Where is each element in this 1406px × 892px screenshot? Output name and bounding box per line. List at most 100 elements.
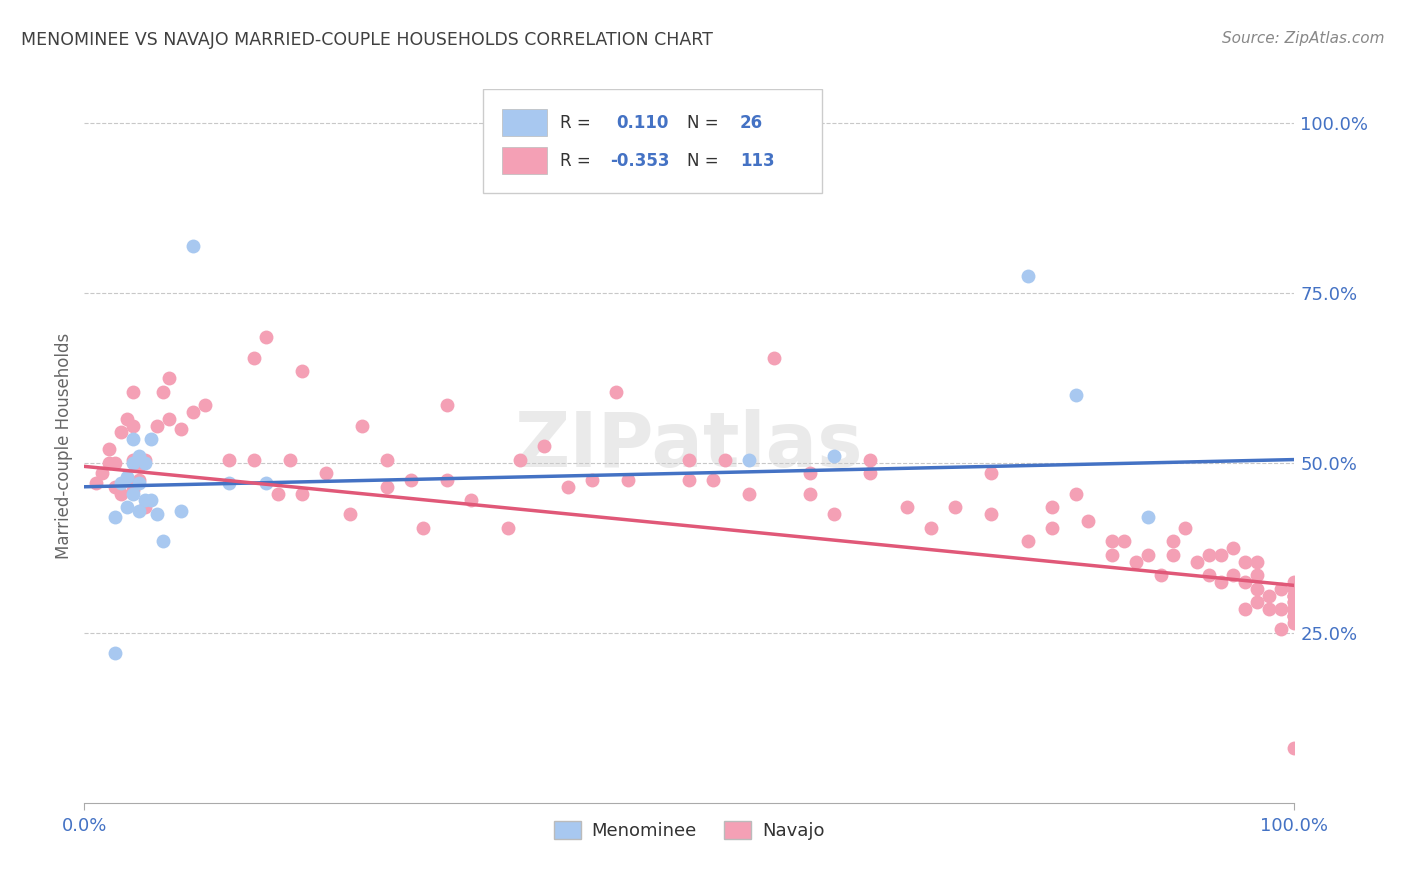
Point (714, 452, 737, 467)
Point (115, 473, 138, 487)
Point (91, 466, 114, 480)
Point (104, 480, 127, 494)
Point (1282, 595, 1305, 609)
Point (1282, 608, 1305, 623)
Point (823, 507, 845, 521)
Point (1270, 623, 1292, 637)
Point (1246, 555, 1268, 569)
Point (1282, 615, 1305, 630)
Point (104, 456, 127, 470)
Point (980, 466, 1002, 480)
Point (738, 486, 761, 500)
Point (1064, 388, 1087, 402)
Point (115, 469, 138, 483)
Point (1282, 608, 1305, 623)
Point (1234, 574, 1257, 589)
Point (128, 476, 150, 491)
Point (267, 486, 290, 500)
Point (291, 364, 314, 378)
Point (412, 520, 434, 534)
Point (218, 476, 240, 491)
Point (1174, 520, 1197, 534)
Point (121, 384, 143, 399)
Text: N =: N = (686, 152, 718, 169)
Point (1258, 602, 1281, 616)
Bar (502, 147, 547, 174)
Point (799, 466, 821, 480)
Point (121, 456, 143, 470)
Point (291, 486, 314, 500)
Bar (502, 109, 547, 136)
Point (605, 384, 627, 399)
Point (1234, 555, 1257, 569)
Point (121, 483, 143, 498)
Point (218, 452, 240, 467)
Point (1282, 582, 1305, 596)
Point (581, 473, 603, 487)
Point (1282, 608, 1305, 623)
Text: MENOMINEE VS NAVAJO MARRIED-COUPLE HOUSEHOLDS CORRELATION CHART: MENOMINEE VS NAVAJO MARRIED-COUPLE HOUSE… (21, 31, 713, 49)
Point (128, 503, 150, 517)
Point (1161, 548, 1184, 562)
Point (1114, 534, 1136, 549)
Point (496, 520, 519, 534)
Point (375, 480, 398, 494)
Point (738, 452, 761, 467)
Point (678, 452, 700, 467)
Point (823, 449, 845, 463)
Point (97, 442, 120, 457)
Point (1282, 602, 1305, 616)
Point (1222, 541, 1244, 555)
Point (1101, 534, 1123, 549)
Point (1246, 568, 1268, 582)
Point (1209, 574, 1232, 589)
Point (254, 476, 277, 491)
Point (799, 486, 821, 500)
Point (128, 459, 150, 474)
Point (399, 473, 422, 487)
Point (254, 330, 277, 344)
Point (115, 500, 138, 515)
Text: 0.110: 0.110 (616, 114, 669, 132)
Point (139, 432, 162, 446)
Text: Source: ZipAtlas.com: Source: ZipAtlas.com (1222, 31, 1385, 46)
Point (1137, 510, 1160, 524)
Point (146, 418, 169, 433)
Point (859, 452, 882, 467)
Point (104, 646, 127, 660)
Point (943, 500, 966, 515)
Point (1209, 548, 1232, 562)
Point (1270, 602, 1292, 616)
Point (617, 473, 640, 487)
Point (980, 507, 1002, 521)
Point (339, 507, 361, 521)
Point (1282, 589, 1305, 603)
Point (859, 466, 882, 480)
Text: -0.353: -0.353 (610, 152, 669, 169)
Point (1149, 568, 1171, 582)
Text: 113: 113 (740, 152, 775, 169)
Point (1040, 520, 1063, 534)
Point (152, 534, 174, 549)
Point (134, 500, 156, 515)
Point (1185, 555, 1208, 569)
Text: 26: 26 (740, 114, 763, 132)
Point (1282, 595, 1305, 609)
Point (1064, 486, 1087, 500)
Point (194, 398, 217, 412)
Point (152, 384, 174, 399)
Point (157, 412, 180, 426)
Text: N =: N = (686, 114, 718, 132)
Point (242, 452, 264, 467)
Text: ZIPatlas: ZIPatlas (515, 409, 863, 483)
Point (1282, 741, 1305, 756)
Point (1137, 548, 1160, 562)
Point (1282, 589, 1305, 603)
Point (134, 493, 156, 508)
FancyBboxPatch shape (484, 89, 823, 193)
Point (110, 476, 132, 491)
Text: R =: R = (560, 152, 591, 169)
Point (315, 466, 337, 480)
Point (1101, 548, 1123, 562)
Legend: Menominee, Navajo: Menominee, Navajo (547, 814, 831, 847)
